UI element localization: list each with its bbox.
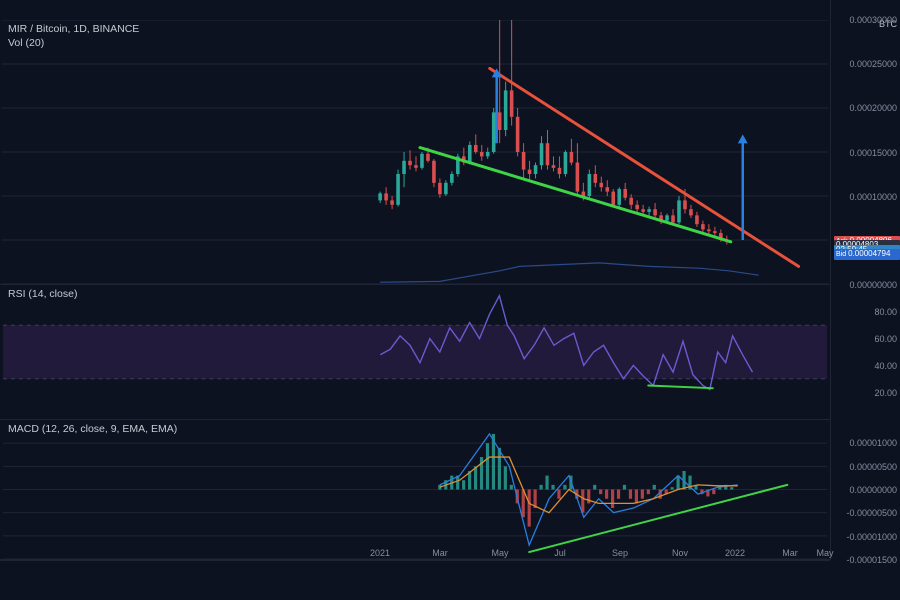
x-tick: Jul [554,548,566,558]
y-tick: -0.00001500 [846,555,897,565]
y-tick: 0.00000500 [849,462,897,472]
x-axis: 2021MarMayJulSepNov2022MarMay [0,560,830,580]
x-tick: Mar [782,548,798,558]
y-tick: 40.00 [874,361,897,371]
y-tick: 0.00000000 [849,485,897,495]
macd-panel[interactable]: MACD (12, 26, close, 9, EMA, EMA) [0,420,830,560]
x-tick: 2021 [370,548,390,558]
y-tick: 0.00015000 [849,148,897,158]
x-tick: 2022 [725,548,745,558]
x-tick: Mar [432,548,448,558]
y-tick: 0.00000000 [849,280,897,290]
y-tick: 80.00 [874,307,897,317]
y-tick: 60.00 [874,334,897,344]
y-tick: -0.00000500 [846,508,897,518]
x-tick: Sep [612,548,628,558]
y-tick: 0.00020000 [849,103,897,113]
y-tick: 0.00010000 [849,192,897,202]
y-tick: 0.00001000 [849,438,897,448]
y-tick: 20.00 [874,388,897,398]
x-tick: May [491,548,508,558]
y-tick: -0.00001000 [846,532,897,542]
price-panel[interactable]: MIR / Bitcoin, 1D, BINANCE Vol (20) [0,20,830,285]
rsi-label: RSI (14, close) [8,288,77,300]
y-tick: 0.00030000 [849,15,897,25]
macd-label: MACD (12, 26, close, 9, EMA, EMA) [8,423,177,435]
price-tag: Bid0.00004794 [834,249,900,260]
rsi-panel[interactable]: RSI (14, close) [0,285,830,420]
vol-label: Vol (20) [8,37,44,49]
y-axis: BTC0.000300000.000250000.000200000.00015… [830,0,900,560]
chart-container[interactable]: MIR / Bitcoin, 1D, BINANCE Vol (20) RSI … [0,0,900,600]
symbol-label: MIR / Bitcoin, 1D, BINANCE [8,23,139,35]
y-tick: 0.00025000 [849,59,897,69]
x-tick: May [816,548,833,558]
x-tick: Nov [672,548,688,558]
